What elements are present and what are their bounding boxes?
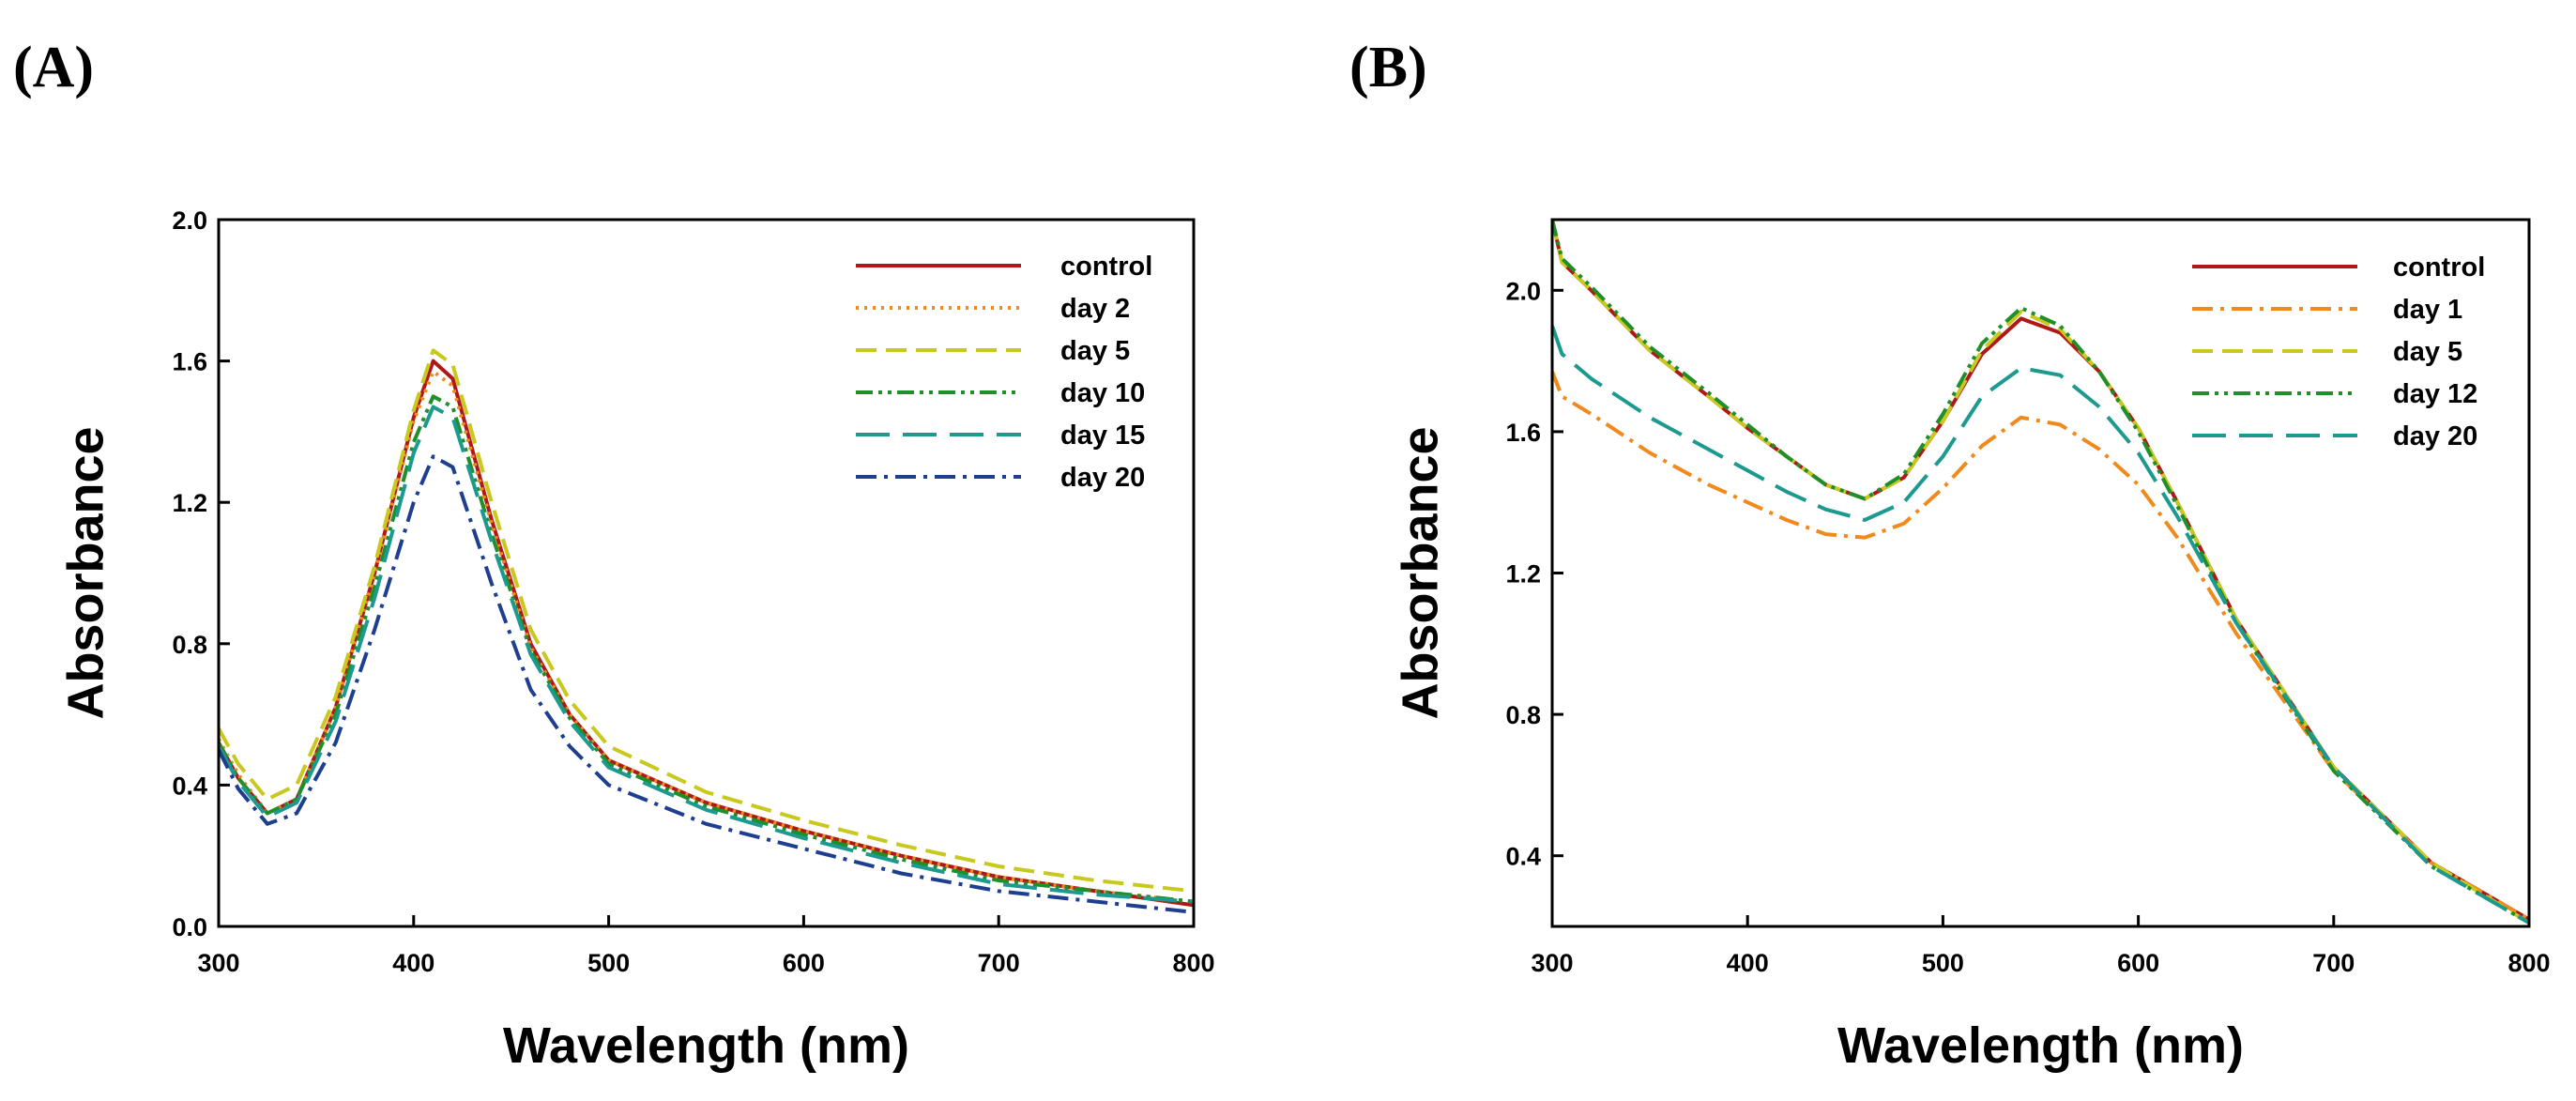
y-tick-label-a-5: 2.0 [172, 206, 207, 235]
x-tick-label-b-300: 300 [1531, 949, 1573, 977]
x-tick-label-b-400: 400 [1727, 949, 1769, 977]
legend-label-a-day-10: day 10 [1060, 378, 1145, 408]
y-tick-label-a-0: 0.0 [172, 913, 207, 941]
plot-area-a [219, 348, 1194, 914]
series-line-b-day-1 [1552, 371, 2529, 922]
legend-label-a-day-5: day 5 [1060, 336, 1130, 366]
x-tick-label-a-400: 400 [392, 949, 434, 977]
legend-label-a-day-2: day 2 [1060, 294, 1130, 324]
y-tick-label-a-3: 1.2 [172, 489, 207, 517]
y-tick-label-b-0: 0.4 [1505, 843, 1541, 871]
legend-label-b-day-20: day 20 [2393, 421, 2477, 451]
y-tick-label-b-3: 1.6 [1505, 419, 1541, 447]
legend-a: control day 2 day 5 day 10 day 15 day 20 [856, 252, 1152, 493]
x-tick-label-a-600: 600 [783, 949, 825, 977]
y-tick-label-a-1: 0.4 [172, 772, 207, 800]
legend-label-b-control: control [2393, 252, 2485, 283]
series-line-a-day-15 [219, 405, 1194, 904]
panel-label-b: (B) [1349, 36, 1427, 99]
y-tick-label-b-1: 0.8 [1505, 701, 1541, 729]
series-line-a-day-20 [219, 454, 1194, 914]
legend-label-a-day-15: day 15 [1060, 421, 1145, 451]
x-axis-title-b: Wavelength (nm) [1837, 1017, 2244, 1074]
series-line-b-day-5 [1552, 220, 2529, 925]
x-tick-label-a-700: 700 [978, 949, 1020, 977]
x-tick-label-a-300: 300 [197, 949, 239, 977]
plot-frame-a [217, 218, 1196, 928]
panel-label-a: (A) [13, 36, 94, 99]
series-line-a-day-5 [219, 348, 1194, 894]
legend-label-b-day-12: day 12 [2393, 379, 2477, 409]
y-tick-label-a-4: 1.6 [172, 348, 207, 376]
x-tick-label-a-500: 500 [587, 949, 630, 977]
series-line-b-day-12 [1552, 220, 2529, 925]
chart-a: 300 400 500 600 700 800 0.0 0.4 0.8 1.2 1.6 2.0 Wave… [57, 206, 1214, 1074]
y-axis-title-b: Absorbance [1392, 426, 1448, 719]
y-axis-title-a: Absorbance [57, 426, 114, 719]
series-line-b-day-20 [1552, 325, 2529, 925]
x-axis-title-a: Wavelength (nm) [503, 1017, 909, 1074]
legend-label-b-day-5: day 5 [2393, 337, 2462, 367]
legend-label-a-day-20: day 20 [1060, 463, 1145, 493]
y-tick-label-b-4: 2.0 [1505, 277, 1541, 305]
chart-b: 300 400 500 600 700 800 0.4 0.8 1.2 1.6 2.0 Wavelen… [1392, 218, 2551, 1074]
legend-b: control day 1 day 5 day 12 day 20 [2192, 252, 2485, 451]
legend-label-b-day-1: day 1 [2393, 295, 2462, 325]
x-tick-label-b-700: 700 [2312, 949, 2355, 977]
x-tick-label-b-500: 500 [1922, 949, 1964, 977]
plot-area-b [1552, 220, 2529, 925]
x-tick-label-b-600: 600 [2117, 949, 2159, 977]
x-tick-label-b-800: 800 [2507, 949, 2550, 977]
y-tick-label-b-2: 1.2 [1505, 560, 1541, 589]
y-tick-label-a-2: 0.8 [172, 631, 207, 659]
legend-label-a-control: control [1060, 252, 1152, 282]
x-tick-label-a-800: 800 [1172, 949, 1214, 977]
